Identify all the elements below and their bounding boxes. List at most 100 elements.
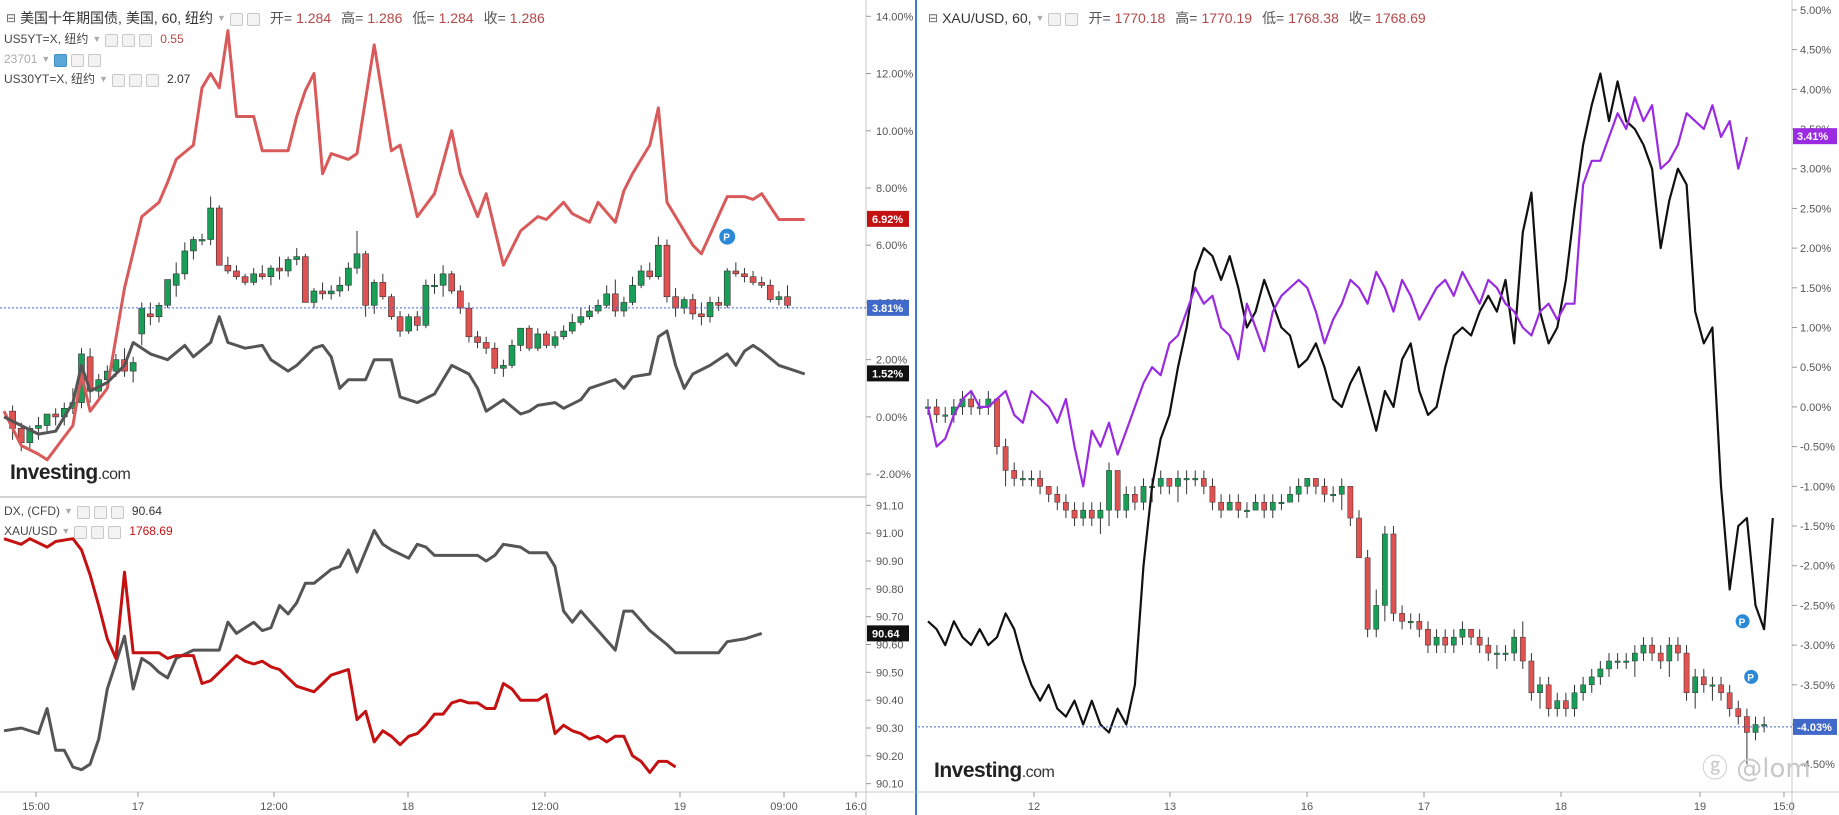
candle bbox=[413, 316, 421, 326]
chevron-down-icon[interactable]: ▼ bbox=[216, 13, 226, 23]
candle bbox=[267, 267, 275, 277]
ytick-label: 90.70 bbox=[876, 612, 904, 624]
settings-icon[interactable] bbox=[111, 73, 125, 87]
candle bbox=[620, 302, 628, 312]
candle bbox=[1494, 652, 1500, 655]
candle bbox=[1649, 644, 1655, 654]
candle bbox=[1166, 478, 1173, 487]
candle bbox=[1356, 517, 1362, 559]
chevron-down-icon[interactable]: ▼ bbox=[92, 34, 102, 44]
high-value: 1.286 bbox=[367, 10, 403, 26]
overlay-name: XAU/USD bbox=[4, 524, 58, 538]
candle bbox=[1287, 494, 1293, 503]
candle bbox=[525, 327, 533, 349]
settings-icon[interactable] bbox=[54, 53, 68, 67]
hide-icon[interactable] bbox=[122, 33, 136, 47]
ytick-label: -1.50% bbox=[1800, 521, 1835, 533]
settings-icon[interactable] bbox=[74, 525, 88, 539]
candle bbox=[758, 282, 765, 286]
remove-icon[interactable] bbox=[145, 73, 159, 87]
chevron-down-icon[interactable]: ▼ bbox=[41, 54, 51, 64]
candle bbox=[215, 207, 223, 266]
chevron-down-icon[interactable]: ▼ bbox=[61, 526, 71, 536]
candle bbox=[353, 253, 361, 269]
topleft-legend: ⊟ 美国十年期国债, 美国, 60, 纽约 ▼ 开= 1.284 高= 1.286 … bbox=[6, 9, 545, 27]
candle bbox=[345, 267, 352, 286]
p-marker-label: P bbox=[1739, 617, 1746, 628]
candle bbox=[1175, 478, 1181, 487]
candle bbox=[534, 333, 542, 349]
hide-icon[interactable] bbox=[128, 73, 142, 87]
candle bbox=[1200, 478, 1207, 487]
ytick-label: 91.00 bbox=[876, 528, 904, 540]
candle bbox=[1278, 501, 1285, 504]
candle bbox=[1459, 628, 1466, 638]
candle bbox=[500, 365, 507, 369]
candle bbox=[775, 296, 783, 300]
candle bbox=[1002, 446, 1009, 471]
series-line-us5y bbox=[3, 315, 806, 436]
candle bbox=[1218, 501, 1224, 511]
settings-icon[interactable] bbox=[105, 33, 119, 47]
candle bbox=[224, 264, 232, 272]
overlay-dx[interactable]: DX, (CFD) ▼ 90.64 bbox=[4, 502, 162, 520]
ytick-label: 90.30 bbox=[876, 723, 904, 735]
settings-icon[interactable] bbox=[76, 505, 90, 519]
candle bbox=[517, 327, 524, 346]
remove-icon[interactable] bbox=[110, 505, 124, 519]
overlay-us5y[interactable]: US5YT=X, 纽约 ▼ 0.55 bbox=[4, 30, 184, 48]
candle bbox=[663, 244, 671, 298]
low-label: 低= bbox=[1262, 10, 1285, 26]
candle bbox=[586, 310, 593, 318]
candle bbox=[1330, 494, 1336, 497]
xtick-label: 12:00 bbox=[260, 801, 288, 813]
xtick-label: 16:0 bbox=[845, 801, 866, 813]
remove-icon[interactable] bbox=[108, 525, 122, 539]
candle bbox=[207, 207, 214, 240]
settings-icon[interactable] bbox=[1048, 12, 1062, 26]
candle bbox=[276, 267, 283, 272]
series-line-purple bbox=[926, 96, 1748, 488]
chevron-down-icon[interactable]: ▼ bbox=[1035, 13, 1045, 23]
candle bbox=[1192, 478, 1199, 481]
ytick-label: 2.00% bbox=[1800, 243, 1831, 255]
ytick-label: 1.50% bbox=[1800, 283, 1831, 295]
close-value: 1.286 bbox=[509, 10, 545, 26]
overlay-name: 23701 bbox=[4, 52, 38, 66]
candle bbox=[732, 270, 740, 275]
ytick-label: -1.00% bbox=[1800, 481, 1835, 493]
candle bbox=[680, 299, 688, 309]
hide-icon[interactable] bbox=[246, 12, 260, 26]
chevron-down-icon[interactable]: ▼ bbox=[64, 506, 73, 516]
overlay-23701[interactable]: 23701 ▼ bbox=[4, 50, 102, 68]
hide-icon[interactable] bbox=[93, 505, 107, 519]
collapse-icon[interactable]: ⊟ bbox=[928, 11, 939, 25]
candle bbox=[1364, 557, 1371, 630]
collapse-icon[interactable]: ⊟ bbox=[6, 11, 17, 25]
remove-icon[interactable] bbox=[139, 33, 153, 47]
settings-icon[interactable] bbox=[229, 12, 243, 26]
candle bbox=[1450, 636, 1457, 646]
candle bbox=[405, 316, 412, 332]
candle bbox=[1485, 644, 1492, 654]
low-label: 低= bbox=[412, 10, 435, 26]
xtick-label: 15:0 bbox=[1773, 801, 1794, 813]
candle bbox=[1106, 470, 1112, 511]
candle bbox=[482, 342, 490, 349]
hide-icon[interactable] bbox=[71, 53, 85, 67]
chevron-down-icon[interactable]: ▼ bbox=[99, 74, 108, 84]
candle bbox=[164, 279, 171, 306]
overlay-us30y[interactable]: US30YT=X, 纽约 ▼ 2.07 bbox=[4, 70, 190, 88]
candle bbox=[1209, 486, 1216, 503]
candle bbox=[1037, 478, 1043, 487]
overlay-xau[interactable]: XAU/USD ▼ 1768.69 bbox=[4, 522, 173, 540]
candle bbox=[672, 296, 679, 309]
remove-icon[interactable] bbox=[88, 53, 102, 67]
candle bbox=[1588, 676, 1595, 686]
overlay-name: DX, (CFD) bbox=[4, 504, 60, 518]
hide-icon[interactable] bbox=[1065, 12, 1079, 26]
p-marker-icon bbox=[719, 228, 736, 245]
hide-icon[interactable] bbox=[91, 525, 105, 539]
candle bbox=[1097, 509, 1104, 519]
